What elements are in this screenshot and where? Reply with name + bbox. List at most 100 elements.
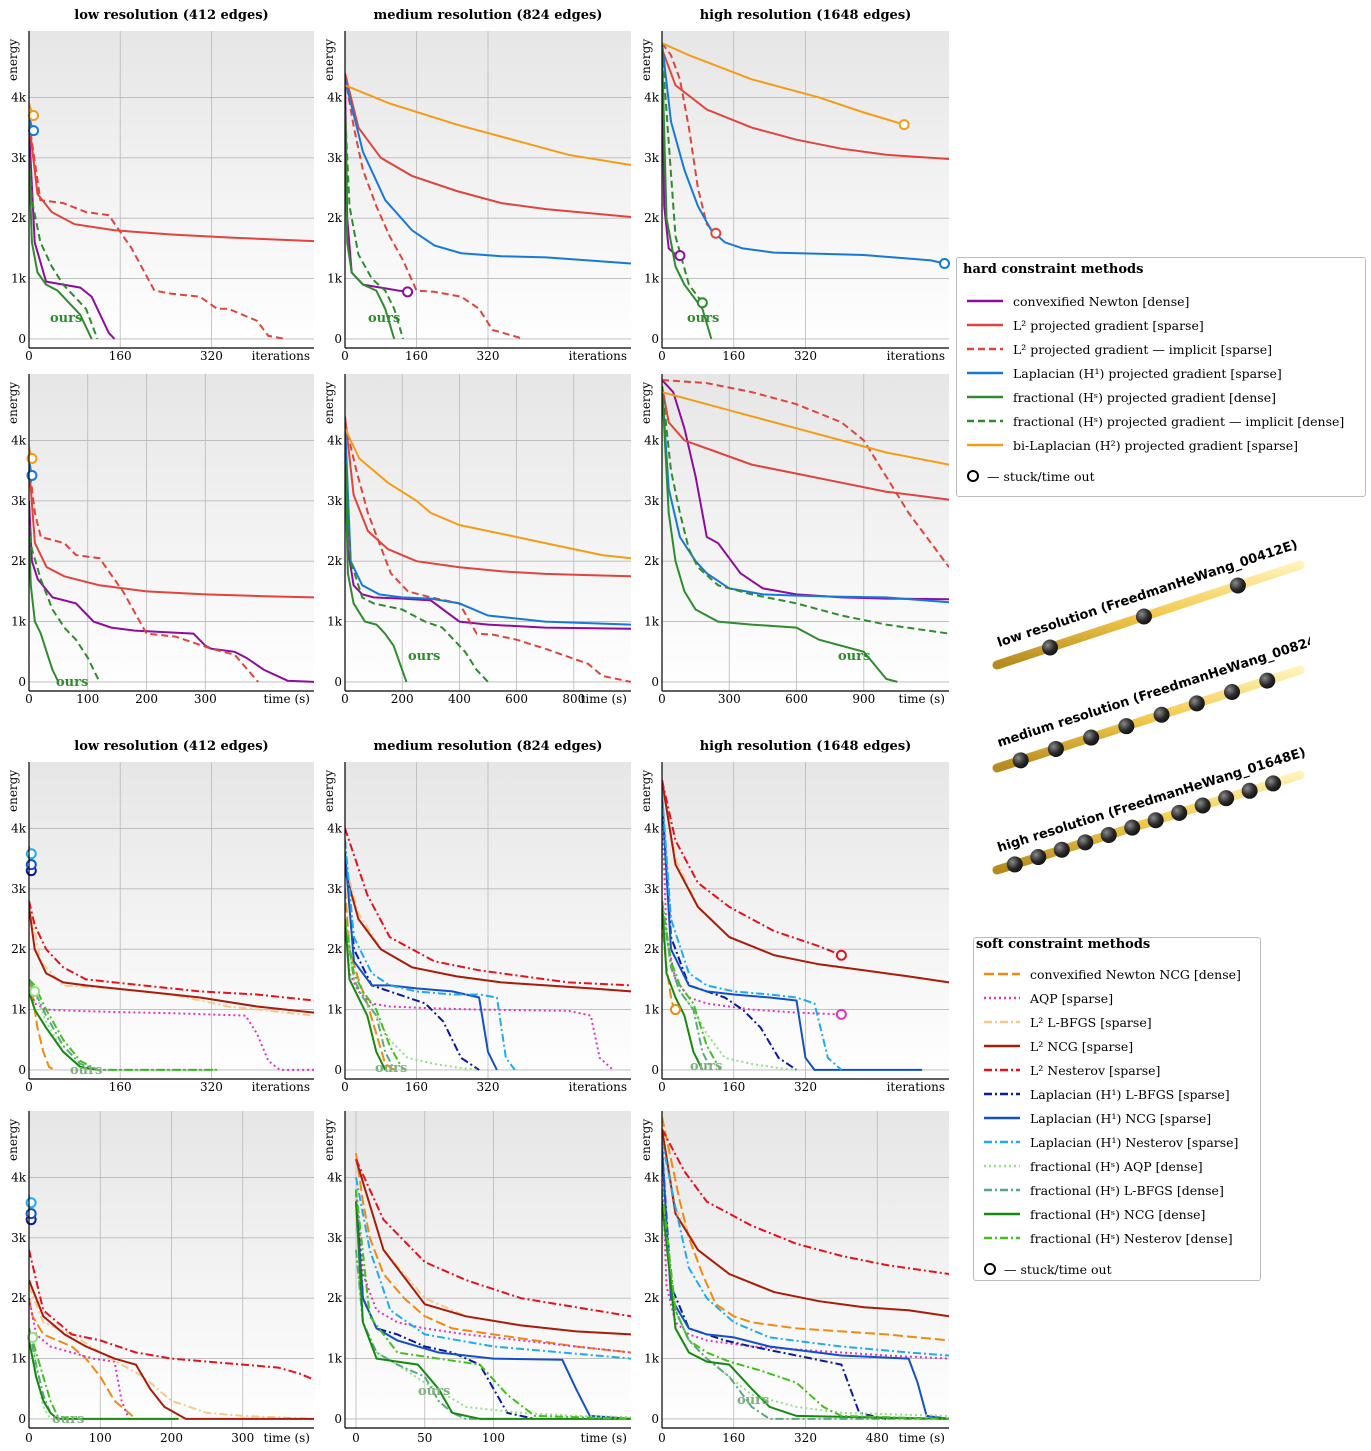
vertex-ball	[1135, 608, 1152, 625]
x-tick-label: 0	[25, 1080, 33, 1094]
y-tick-label: 0	[651, 332, 659, 346]
y-tick-label: 3k	[644, 151, 660, 165]
hard-legend-item: fractional (Hˢ) projected gradient — imp…	[965, 409, 1344, 433]
series-line-s1	[345, 918, 614, 1071]
y-axis-label: energy	[6, 382, 20, 424]
series-line-s4	[662, 779, 842, 957]
series-line-h6	[662, 391, 949, 466]
legend-swatch	[984, 1164, 1020, 1168]
legend-label: L² Nesterov [sparse]	[1030, 1062, 1161, 1078]
x-axis-label: time (s)	[899, 692, 945, 706]
stuck-marker	[835, 949, 847, 961]
y-axis-label: energy	[322, 1119, 336, 1161]
ours-label: ours	[52, 1412, 84, 1427]
vertex-ball	[1147, 812, 1164, 829]
series-line-s6	[662, 1147, 949, 1420]
y-tick-label: 0	[18, 1063, 26, 1077]
y-tick-label: 0	[334, 332, 342, 346]
panel-title: medium resolution (824 edges)	[374, 739, 603, 754]
series-line-h2	[345, 76, 525, 340]
x-axis-label: iterations	[887, 1080, 945, 1094]
legend-label: L² projected gradient — implicit [sparse…	[1013, 341, 1273, 357]
y-tick-label: 2k	[327, 211, 343, 225]
legend-swatch	[967, 395, 1003, 399]
x-tick-label: 320	[794, 1080, 817, 1094]
x-tick-label: 0	[658, 349, 666, 363]
stuck-marker	[26, 469, 38, 481]
ours-label: ours	[375, 1061, 407, 1076]
series-line-h3	[345, 79, 631, 265]
vertex-ball	[1118, 718, 1135, 735]
series-line-s10	[355, 1201, 631, 1420]
y-tick-label: 1k	[11, 615, 27, 629]
series-line-s5	[662, 798, 798, 1071]
vertex-ball	[1077, 834, 1094, 851]
x-tick-label: 320	[794, 349, 817, 363]
stuck-marker-icon	[967, 470, 979, 482]
y-tick-label: 4k	[327, 821, 343, 835]
y-tick-label: 2k	[327, 554, 343, 568]
x-tick-label: 160	[109, 349, 132, 363]
x-tick-label: 100	[89, 1431, 112, 1445]
panel-title: low resolution (412 edges)	[74, 739, 268, 754]
stuck-legend-item: — stuck/time out	[982, 1256, 1241, 1282]
x-tick-label: 0	[658, 1080, 666, 1094]
x-tick-label: 0	[658, 692, 666, 706]
y-tick-label: 4k	[327, 433, 343, 447]
series-line-s11	[662, 900, 722, 1071]
y-tick-label: 3k	[327, 151, 343, 165]
series-line-h4	[29, 157, 93, 340]
x-tick-label: 0	[352, 1431, 360, 1445]
stuck-marker	[28, 110, 40, 122]
panel-title: high resolution (1648 edges)	[700, 739, 912, 754]
y-tick-label: 4k	[11, 821, 27, 835]
x-tick-label: 160	[405, 349, 428, 363]
vertex-ball	[1042, 639, 1059, 656]
soft-legend-item: AQP [sparse]	[982, 986, 1241, 1010]
y-tick-label: 0	[18, 332, 26, 346]
series-line-h2	[662, 379, 949, 568]
panel-3-1: 0 1k 2k 3k 4k 0 50 100 time (s) energy ours	[322, 1111, 631, 1445]
y-tick-label: 1k	[11, 272, 27, 286]
series-line-s2	[29, 900, 314, 1017]
vertex-ball	[1265, 775, 1282, 792]
y-tick-label: 1k	[644, 272, 660, 286]
x-tick-label: 160	[722, 1080, 745, 1094]
series-line-s3	[662, 1128, 949, 1318]
legend-label: convexified Newton [dense]	[1013, 293, 1190, 309]
ours-label: ours	[687, 311, 719, 326]
series-line-s10	[345, 918, 387, 1071]
vertex-ball	[1188, 695, 1205, 712]
stuck-label: — stuck/time out	[1004, 1261, 1112, 1277]
vertex-ball	[1153, 706, 1170, 723]
soft-legend: soft constraint methods convexified Newt…	[973, 937, 1261, 1281]
y-tick-label: 4k	[327, 90, 343, 104]
x-tick-label: 200	[160, 1431, 183, 1445]
x-tick-label: 0	[658, 1431, 666, 1445]
hard-legend-title: hard constraint methods	[963, 262, 1144, 277]
y-tick-label: 0	[651, 1412, 659, 1426]
legend-label: fractional (Hˢ) AQP [dense]	[1030, 1158, 1203, 1174]
x-tick-label: 300	[194, 692, 217, 706]
y-tick-label: 0	[18, 675, 26, 689]
series-line-s10	[662, 1201, 949, 1420]
y-tick-label: 1k	[644, 1352, 660, 1366]
vertex-ball	[1194, 797, 1211, 814]
legend-swatch	[984, 1068, 1020, 1072]
x-tick-label: 320	[477, 1080, 500, 1094]
y-axis-label: energy	[639, 39, 653, 81]
x-axis-label: iterations	[569, 349, 627, 363]
hard-legend-item: bi-Laplacian (H²) projected gradient [sp…	[965, 433, 1344, 457]
series-line-s4	[29, 900, 314, 1002]
x-tick-label: 160	[722, 1431, 745, 1445]
series-line-h1	[29, 464, 314, 599]
x-tick-label: 200	[135, 692, 158, 706]
series-line-s3	[355, 1159, 631, 1336]
legend-label: Laplacian (H¹) NCG [sparse]	[1030, 1110, 1212, 1126]
soft-legend-item: fractional (Hˢ) L-BFGS [dense]	[982, 1178, 1241, 1202]
y-tick-label: 4k	[11, 433, 27, 447]
legend-swatch	[967, 347, 1003, 351]
series-line-h5	[345, 452, 489, 683]
y-tick-label: 1k	[11, 1003, 27, 1017]
